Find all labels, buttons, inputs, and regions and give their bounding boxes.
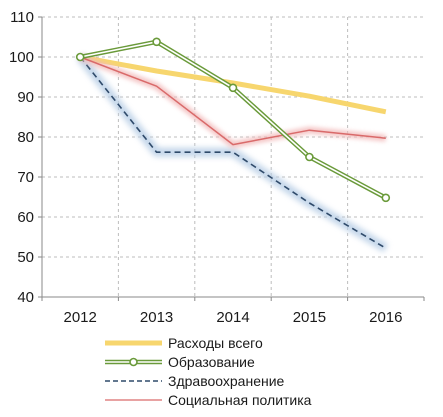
series-point-education bbox=[381, 193, 391, 203]
y-tick-label: 70 bbox=[17, 169, 34, 186]
y-tick-label: 100 bbox=[9, 49, 34, 66]
x-tick-label: 2012 bbox=[64, 309, 97, 326]
series-point-education bbox=[228, 83, 238, 93]
legend-label: Социальная политика bbox=[168, 392, 312, 408]
series-point-education bbox=[152, 37, 161, 47]
series-line-health bbox=[79, 56, 387, 249]
legend-label: Здравоохранение bbox=[168, 373, 285, 389]
legend-marker bbox=[129, 357, 138, 367]
x-tick-label: 2016 bbox=[369, 309, 402, 326]
legend: Расходы всего Образование Здравоохранение С… bbox=[105, 335, 312, 408]
y-tick-label: 50 bbox=[17, 249, 34, 266]
y-tick-label: 40 bbox=[17, 289, 34, 306]
legend-item: Расходы всего bbox=[105, 335, 263, 351]
legend-item: Образование bbox=[105, 354, 255, 370]
y-tick-label: 90 bbox=[17, 89, 34, 106]
series-group bbox=[75, 37, 391, 253]
legend-label: Расходы всего bbox=[168, 335, 263, 351]
series-line-social bbox=[79, 56, 386, 146]
axes: 40 50 60 70 80 90 100 110 2012 2013 2014 2015 2016 bbox=[9, 9, 425, 326]
y-tick-label: 110 bbox=[10, 9, 34, 26]
legend-item: Здравоохранение bbox=[105, 373, 285, 389]
series-point-education bbox=[305, 152, 314, 162]
legend-label: Образование bbox=[168, 354, 255, 370]
x-tick-label: 2013 bbox=[140, 309, 173, 326]
y-tick-label: 80 bbox=[17, 129, 34, 146]
y-tick-label: 60 bbox=[17, 209, 34, 226]
x-tick-label: 2015 bbox=[293, 309, 326, 326]
series-point-education bbox=[75, 52, 85, 62]
series-line-total bbox=[79, 54, 387, 115]
legend-item: Социальная политика bbox=[105, 392, 312, 408]
x-tick-label: 2014 bbox=[216, 309, 249, 326]
